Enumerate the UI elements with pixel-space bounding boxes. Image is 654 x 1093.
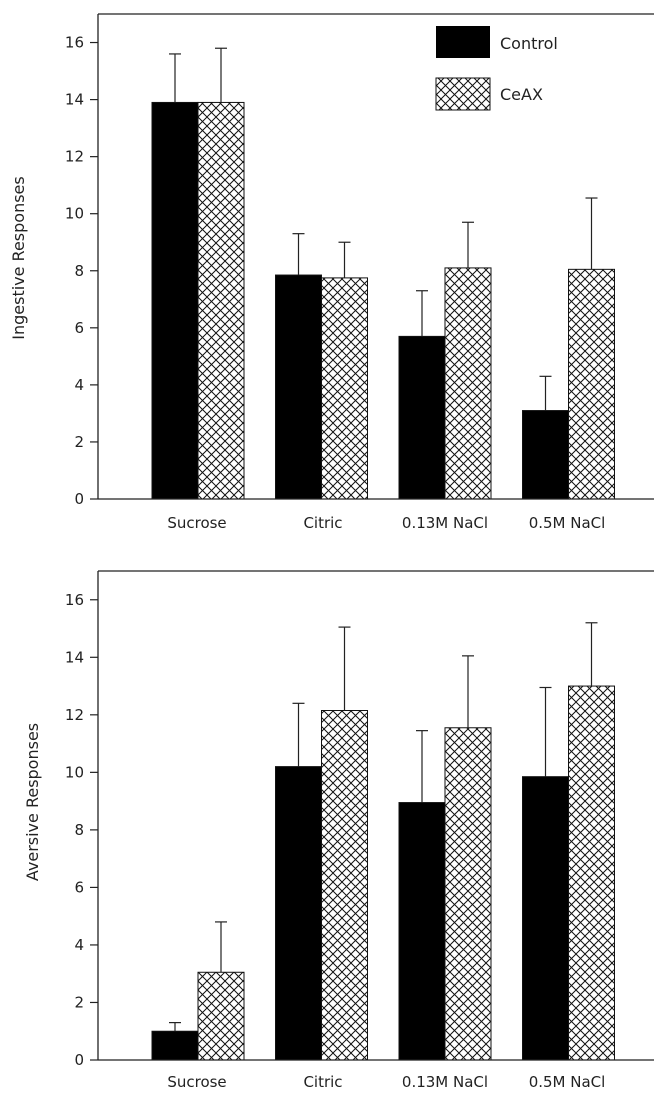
bar-ceax (197, 101, 245, 500)
y-tick-label: 14 (65, 648, 84, 666)
y-tick-label: 6 (74, 878, 84, 896)
y-ticks: 0 2 4 6 8 10 12 14 16 (65, 34, 98, 508)
bar-ceax (568, 268, 615, 500)
bar-control (398, 335, 446, 500)
y-axis-title: Ingestive Responses (9, 176, 28, 340)
bar-ceax (321, 710, 368, 1061)
legend-swatch-control (436, 26, 490, 58)
bar-control (151, 101, 199, 500)
category-label: 0.13M NaCl (402, 514, 488, 532)
category-label: Citric (303, 1073, 342, 1091)
legend-label-ceax: CeAX (500, 85, 543, 104)
bar-ceax (197, 971, 245, 1061)
category-label: 0.5M NaCl (529, 1073, 606, 1091)
bar-control (275, 766, 322, 1061)
ingestive-chart: 0 2 4 6 8 10 12 14 16 Sucrose Citric 0.13M NaCl 0.5… (9, 13, 654, 532)
y-tick-label: 0 (74, 1051, 84, 1069)
y-tick-label: 12 (65, 148, 84, 166)
y-tick-label: 4 (74, 376, 84, 394)
category-label: 0.13M NaCl (402, 1073, 488, 1091)
aversive-chart: 0 2 4 6 8 10 12 14 16 Sucrose Citric 0.13M NaCl 0.5… (23, 570, 654, 1091)
y-tick-label: 2 (74, 433, 84, 451)
legend: Control CeAX (435, 26, 558, 111)
y-tick-label: 8 (74, 262, 84, 280)
bar-control (522, 776, 569, 1061)
y-tick-label: 2 (74, 993, 84, 1011)
bar-control (151, 1030, 199, 1061)
y-tick-label: 6 (74, 319, 84, 337)
y-tick-label: 12 (65, 706, 84, 724)
ceax-bars (197, 685, 615, 1061)
error-bars (169, 622, 598, 1032)
bar-ceax (444, 267, 492, 500)
bar-control (398, 802, 446, 1061)
legend-swatch-ceax (435, 77, 491, 111)
control-bars (151, 766, 569, 1061)
y-tick-label: 16 (65, 34, 84, 52)
category-labels: Sucrose Citric 0.13M NaCl 0.5M NaCl (167, 1073, 605, 1091)
y-tick-label: 10 (65, 763, 84, 781)
y-tick-label: 10 (65, 205, 84, 223)
y-axis-title: Aversive Responses (23, 723, 42, 881)
y-tick-label: 14 (65, 91, 84, 109)
category-label: 0.5M NaCl (529, 514, 606, 532)
category-label: Sucrose (167, 514, 226, 532)
y-tick-label: 8 (74, 821, 84, 839)
ceax-bars (197, 101, 615, 500)
category-label: Sucrose (167, 1073, 226, 1091)
bar-control (275, 274, 322, 500)
error-bars (169, 47, 598, 411)
y-tick-label: 4 (74, 936, 84, 954)
category-labels: Sucrose Citric 0.13M NaCl 0.5M NaCl (167, 514, 605, 532)
legend-label-control: Control (500, 34, 558, 53)
y-tick-label: 0 (74, 490, 84, 508)
bar-ceax (321, 277, 368, 500)
y-ticks: 0 2 4 6 8 10 12 14 16 (65, 591, 98, 1069)
category-label: Citric (303, 514, 342, 532)
bar-ceax (444, 727, 492, 1061)
chart-axes (97, 570, 654, 1061)
chart-axes (97, 13, 654, 500)
bar-ceax (568, 685, 615, 1061)
y-tick-label: 16 (65, 591, 84, 609)
bar-control (522, 410, 569, 500)
